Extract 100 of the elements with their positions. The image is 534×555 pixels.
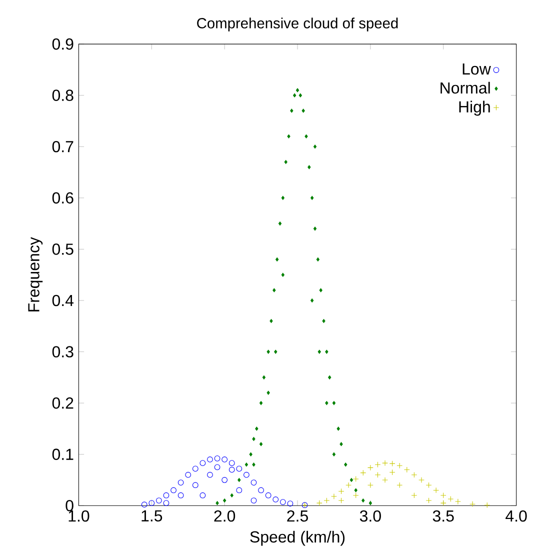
point — [266, 390, 270, 395]
point — [470, 501, 476, 508]
point — [290, 108, 294, 113]
point — [390, 460, 396, 467]
y-tick-label: 0.4 — [52, 294, 74, 306]
point — [325, 350, 328, 354]
point — [304, 134, 308, 138]
y-tick-label: 0.2 — [52, 397, 74, 409]
x-tick-label: 2.0 — [214, 510, 236, 522]
point — [344, 462, 348, 467]
point — [245, 462, 248, 467]
point — [368, 482, 374, 488]
point — [318, 350, 322, 354]
point — [338, 488, 344, 494]
point — [368, 464, 374, 471]
point — [266, 350, 270, 354]
y-tick-label: 0.1 — [52, 448, 74, 460]
point — [325, 401, 328, 406]
point — [319, 288, 323, 292]
point — [426, 482, 432, 488]
point — [426, 498, 432, 504]
point — [274, 350, 278, 354]
point — [287, 500, 294, 507]
point — [338, 498, 344, 504]
y-tick-label: 0.6 — [52, 192, 74, 204]
point — [280, 499, 286, 505]
point — [322, 318, 326, 324]
point — [284, 160, 288, 164]
point — [440, 500, 446, 506]
point — [404, 466, 410, 473]
point — [229, 466, 235, 473]
point — [236, 487, 242, 494]
point — [178, 480, 184, 486]
point — [258, 487, 264, 494]
point — [302, 108, 306, 113]
point — [178, 492, 184, 498]
point — [332, 452, 336, 456]
point — [252, 462, 256, 467]
y-tick-label: 0.3 — [52, 346, 74, 358]
point — [222, 477, 228, 483]
point — [207, 472, 214, 478]
y-tick-label: 0.8 — [52, 90, 74, 101]
point — [163, 492, 170, 498]
point — [360, 470, 366, 476]
point — [142, 502, 148, 508]
x-tick-label: 3.0 — [360, 510, 382, 522]
y-tick-label: 0.9 — [52, 38, 74, 50]
point — [332, 401, 336, 406]
point — [362, 498, 365, 503]
point — [448, 496, 454, 502]
point — [262, 375, 266, 380]
point — [418, 477, 425, 483]
point — [484, 502, 490, 508]
chart-title: Comprehensive cloud of speed — [197, 18, 398, 32]
point — [282, 272, 285, 277]
point — [272, 288, 276, 292]
point — [214, 456, 220, 462]
point — [336, 426, 340, 431]
point — [230, 493, 234, 498]
point — [411, 472, 418, 478]
y-tick-label: 0 — [66, 500, 74, 512]
point — [374, 472, 381, 478]
y-tick-label: 0.5 — [52, 244, 74, 255]
point — [353, 492, 359, 498]
point — [222, 456, 228, 462]
point — [170, 487, 177, 494]
point — [314, 144, 317, 149]
point — [250, 480, 257, 486]
point — [440, 492, 446, 498]
point — [314, 226, 317, 231]
point — [328, 375, 332, 380]
x-axis-title: Speed (km/h) — [250, 530, 345, 546]
point — [411, 492, 418, 498]
point — [270, 318, 273, 324]
y-axis-title: Frequency — [28, 237, 43, 312]
point — [296, 88, 300, 92]
y-tick-label: 0.7 — [52, 140, 74, 152]
point — [148, 500, 155, 506]
point — [200, 492, 206, 498]
legend-label: Normal — [440, 82, 490, 94]
point — [200, 460, 206, 466]
point — [260, 401, 263, 406]
point — [331, 493, 338, 500]
point — [223, 498, 226, 503]
legend-label: High — [459, 100, 490, 116]
point — [192, 482, 199, 488]
point — [156, 498, 162, 504]
point — [260, 442, 263, 446]
point — [310, 196, 314, 200]
point — [310, 298, 314, 302]
point — [299, 93, 302, 98]
point — [316, 257, 320, 262]
point — [185, 472, 192, 478]
point — [293, 93, 296, 98]
point — [382, 477, 388, 483]
point — [390, 469, 396, 476]
point — [396, 482, 403, 488]
x-tick-label: 4.0 — [506, 510, 527, 522]
point — [353, 476, 359, 482]
point — [278, 222, 282, 226]
